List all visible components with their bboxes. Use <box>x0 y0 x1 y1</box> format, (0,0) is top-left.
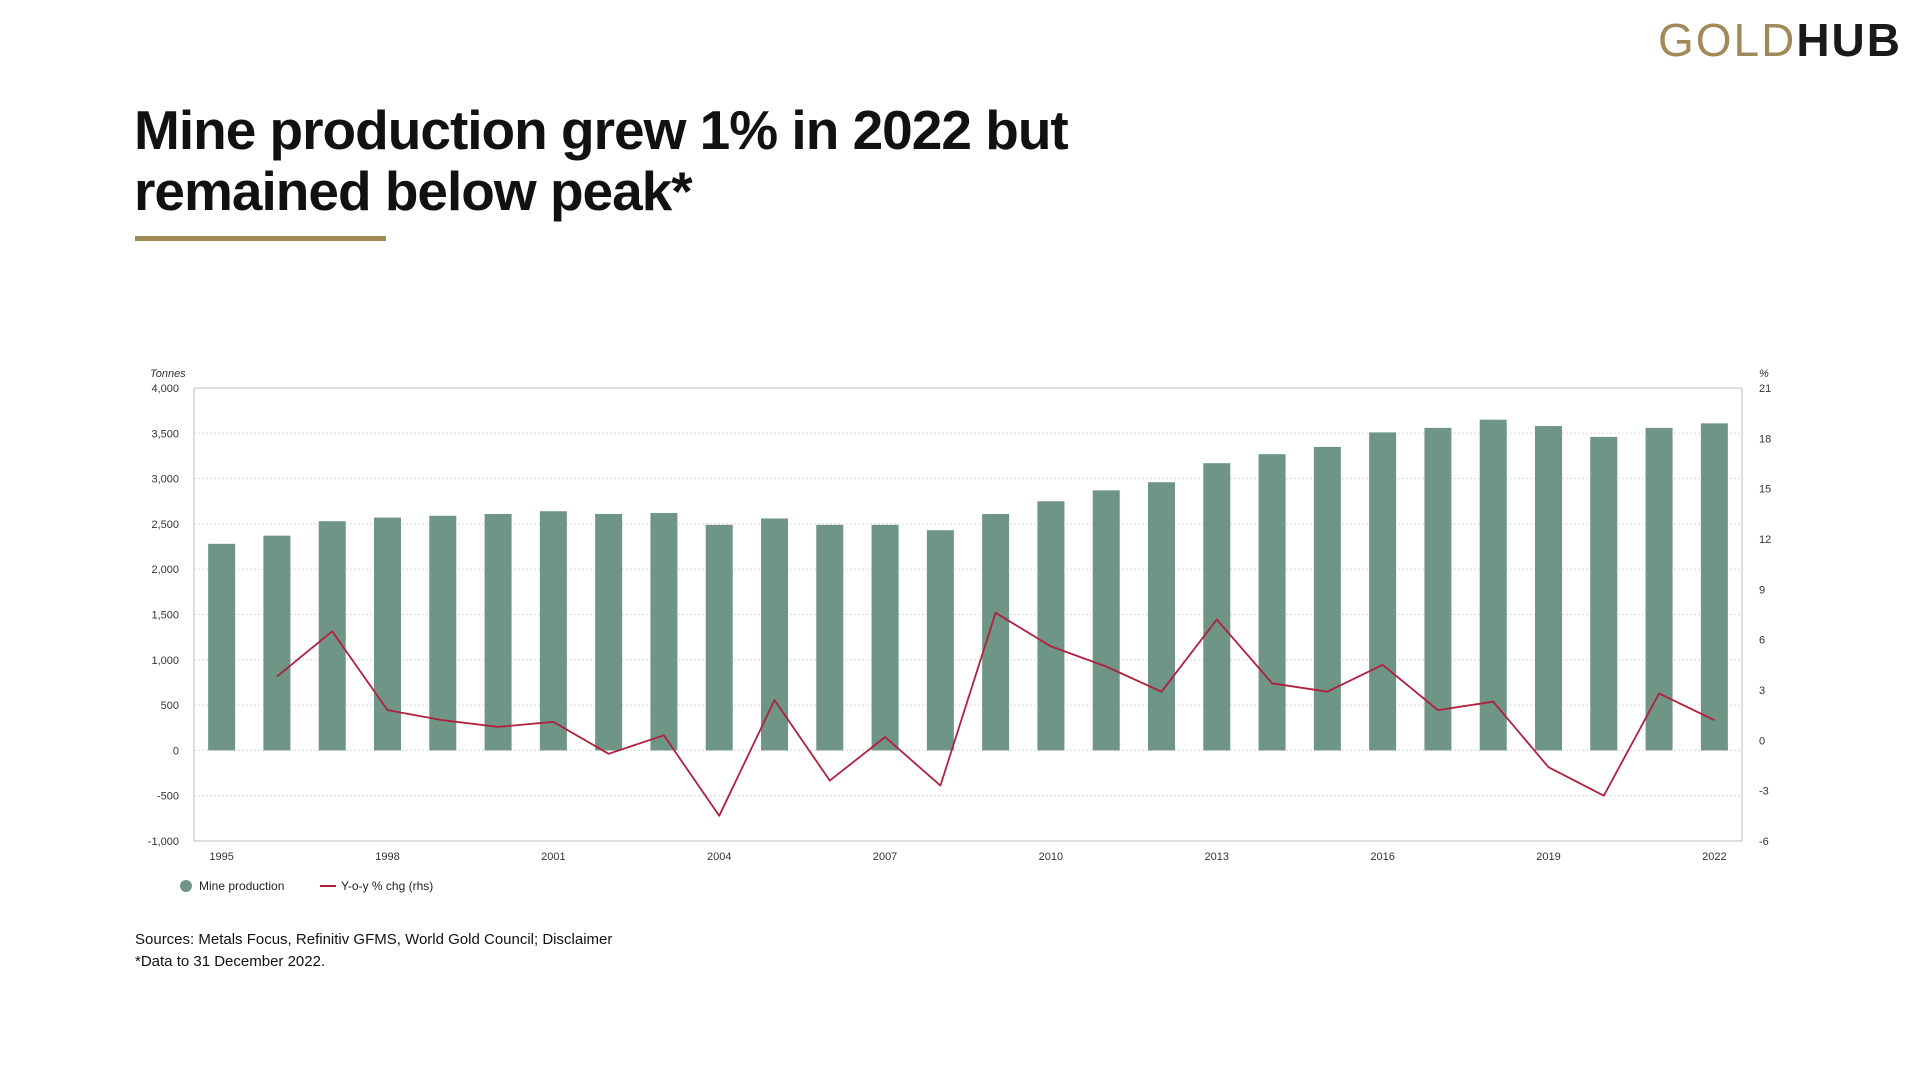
bar <box>1203 463 1231 751</box>
y-right-tick-label: 21 <box>1759 383 1771 395</box>
page-title: Mine production grew 1% in 2022 but rema… <box>134 99 1069 222</box>
y-left-tick-label: 1,000 <box>151 655 179 667</box>
y-right-unit-label: % <box>1759 368 1769 380</box>
y-left-tick-label: 1,500 <box>151 610 179 622</box>
y-left-tick-label: 2,000 <box>151 564 179 576</box>
sources-note: Sources: Metals Focus, Refinitiv GFMS, W… <box>135 929 612 973</box>
x-tick-label: 2004 <box>707 851 731 863</box>
bar <box>595 513 623 751</box>
bar <box>539 511 567 751</box>
bar <box>1037 501 1065 751</box>
sources-line: Sources: Metals Focus, Refinitiv GFMS, W… <box>135 931 613 948</box>
bar <box>1535 426 1562 751</box>
y-right-tick-label: 12 <box>1759 534 1771 546</box>
y-right-tick-label: -3 <box>1759 786 1769 798</box>
bar <box>1369 432 1397 751</box>
bar <box>484 513 512 751</box>
footnote-line: *Data to 31 December 2022. <box>135 953 326 970</box>
bar <box>871 524 899 751</box>
legend-label-mine-production: Mine production <box>199 879 284 893</box>
x-tick-label: 1998 <box>375 851 399 863</box>
bar <box>816 524 844 751</box>
bar <box>1148 482 1175 751</box>
y-right-tick-label: -6 <box>1759 836 1769 848</box>
y-left-tick-label: 4,000 <box>151 383 179 395</box>
bar <box>208 543 236 751</box>
x-tick-label: 2007 <box>873 851 897 863</box>
y-right-tick-label: 6 <box>1759 635 1765 647</box>
bar <box>1700 423 1728 751</box>
y-left-tick-label: 2,500 <box>151 519 179 531</box>
x-tick-label: 2016 <box>1370 851 1394 863</box>
x-tick-label: 1995 <box>209 851 233 863</box>
axes: -1,000 -500 0 500 1,000 1,500 2,000 2,500 3,000 3… <box>148 368 1771 863</box>
x-tick-label: 2013 <box>1205 851 1229 863</box>
y-left-tick-label: -1,000 <box>148 836 179 848</box>
bar <box>1590 436 1618 751</box>
y-left-tick-label: 0 <box>173 745 179 757</box>
bar <box>705 524 733 751</box>
bar <box>1424 427 1452 751</box>
bar <box>1645 427 1673 751</box>
legend-marker-mine-production <box>180 880 192 892</box>
bars-series <box>208 419 1728 751</box>
x-tick-label: 2010 <box>1039 851 1063 863</box>
title-underline <box>135 236 386 241</box>
mine-production-chart: -1,000 -500 0 500 1,000 1,500 2,000 2,500 3,000 3… <box>148 368 1771 893</box>
y-right-tick-label: 9 <box>1759 584 1765 596</box>
y-left-tick-label: 500 <box>161 700 179 712</box>
x-tick-label: 2022 <box>1702 851 1726 863</box>
bar <box>429 515 457 751</box>
grid-lines <box>194 432 1742 797</box>
bar <box>318 521 346 751</box>
bar <box>1313 446 1341 751</box>
y-right-tick-label: 0 <box>1759 735 1765 747</box>
x-tick-label: 2019 <box>1536 851 1560 863</box>
goldhub-logo: GOLDHUB <box>1658 10 1902 70</box>
y-right-tick-label: 3 <box>1759 685 1765 697</box>
legend: Mine production Y-o-y % chg (rhs) <box>180 879 433 893</box>
logo-hub-text: HUB <box>1796 14 1902 66</box>
bar <box>374 517 401 751</box>
line-series <box>276 611 1715 817</box>
y-left-tick-label: -500 <box>157 791 179 803</box>
bar <box>982 513 1010 751</box>
bar <box>1258 454 1286 751</box>
bar <box>650 513 678 751</box>
bar <box>1479 419 1507 751</box>
y-left-tick-label: 3,500 <box>151 428 179 440</box>
bar <box>1092 490 1120 751</box>
logo-gold-text: GOLD <box>1657 14 1797 66</box>
bar <box>263 535 291 751</box>
bar <box>761 518 788 751</box>
legend-label-yoy: Y-o-y % chg (rhs) <box>341 879 433 893</box>
y-left-tick-label: 3,000 <box>151 474 179 486</box>
y-right-tick-label: 15 <box>1759 484 1771 496</box>
x-tick-label: 2001 <box>541 851 565 863</box>
y-left-unit-label: Tonnes <box>150 368 186 380</box>
y-right-tick-label: 18 <box>1759 433 1771 445</box>
bar <box>926 530 954 751</box>
